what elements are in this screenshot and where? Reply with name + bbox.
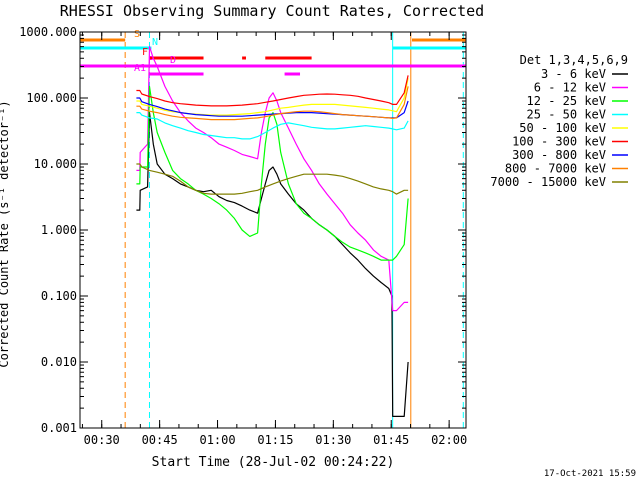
legend-entry-4: 50 - 100 keV	[519, 121, 606, 135]
legend-entry-2: 12 - 25 keV	[527, 94, 606, 108]
series-line-7	[136, 86, 409, 121]
legend-entry-8: 7000 - 15000 keV	[490, 175, 606, 189]
flag-label-P: P	[148, 55, 154, 66]
y-tick-label-4: 0.100	[41, 289, 77, 303]
legend-entry-3: 25 - 50 keV	[527, 108, 606, 122]
y-tick-label-5: 0.010	[41, 355, 77, 369]
series-line-0	[136, 111, 409, 417]
y-tick-label-6: 0.001	[41, 421, 77, 435]
flag-label-S: S	[134, 29, 140, 40]
x-axis-label: Start Time (28-Jul-02 00:24:22)	[152, 455, 395, 470]
flag-bars: S NFP D A1	[80, 29, 466, 76]
legend-entry-5: 100 - 300 keV	[512, 135, 606, 149]
legend-entry-6: 300 - 800 keV	[512, 148, 606, 162]
flag-label-D: D	[170, 55, 176, 66]
legend-entry-0: 3 - 6 keV	[541, 67, 606, 81]
x-tick-label-5: 01:45	[373, 433, 409, 447]
y-tick-label-1: 100.000	[26, 91, 77, 105]
series-line-5	[136, 75, 409, 107]
y-tick-label-0: 1000.000	[19, 25, 77, 39]
x-tick-label-6: 02:00	[431, 433, 467, 447]
series-lines	[136, 45, 409, 417]
flag-label-F: F	[142, 47, 148, 58]
legend-title: Det 1,3,4,5,6,9	[520, 53, 628, 67]
flag-label-N: N	[152, 37, 158, 48]
series-line-3	[136, 111, 409, 140]
x-tick-label-3: 01:15	[257, 433, 293, 447]
chart-title: RHESSI Observing Summary Count Rates, Co…	[60, 2, 484, 20]
y-axis-label: Corrected Count Rate (s⁻¹ detector⁻¹)	[0, 100, 11, 367]
y-tick-label-2: 10.000	[34, 157, 77, 171]
series-line-1	[136, 45, 409, 312]
y-tick-label-3: 1.000	[41, 223, 77, 237]
x-tick-label-2: 01:00	[199, 433, 235, 447]
axes: 1000.000 100.000 10.000 1.000 0.100 0.010 0.00…	[19, 25, 467, 447]
flag-label-A1: A1	[134, 63, 146, 74]
series-line-4	[136, 77, 409, 116]
footer-timestamp: 17-Oct-2021 15:59	[544, 469, 636, 479]
x-tick-label-0: 00:30	[84, 433, 120, 447]
x-tick-label-4: 01:30	[315, 433, 351, 447]
x-tick-label-1: 00:45	[142, 433, 178, 447]
legend-entry-1: 6 - 12 keV	[534, 81, 606, 95]
legend-entry-7: 800 - 7000 keV	[505, 162, 606, 176]
series-line-8	[136, 163, 409, 195]
